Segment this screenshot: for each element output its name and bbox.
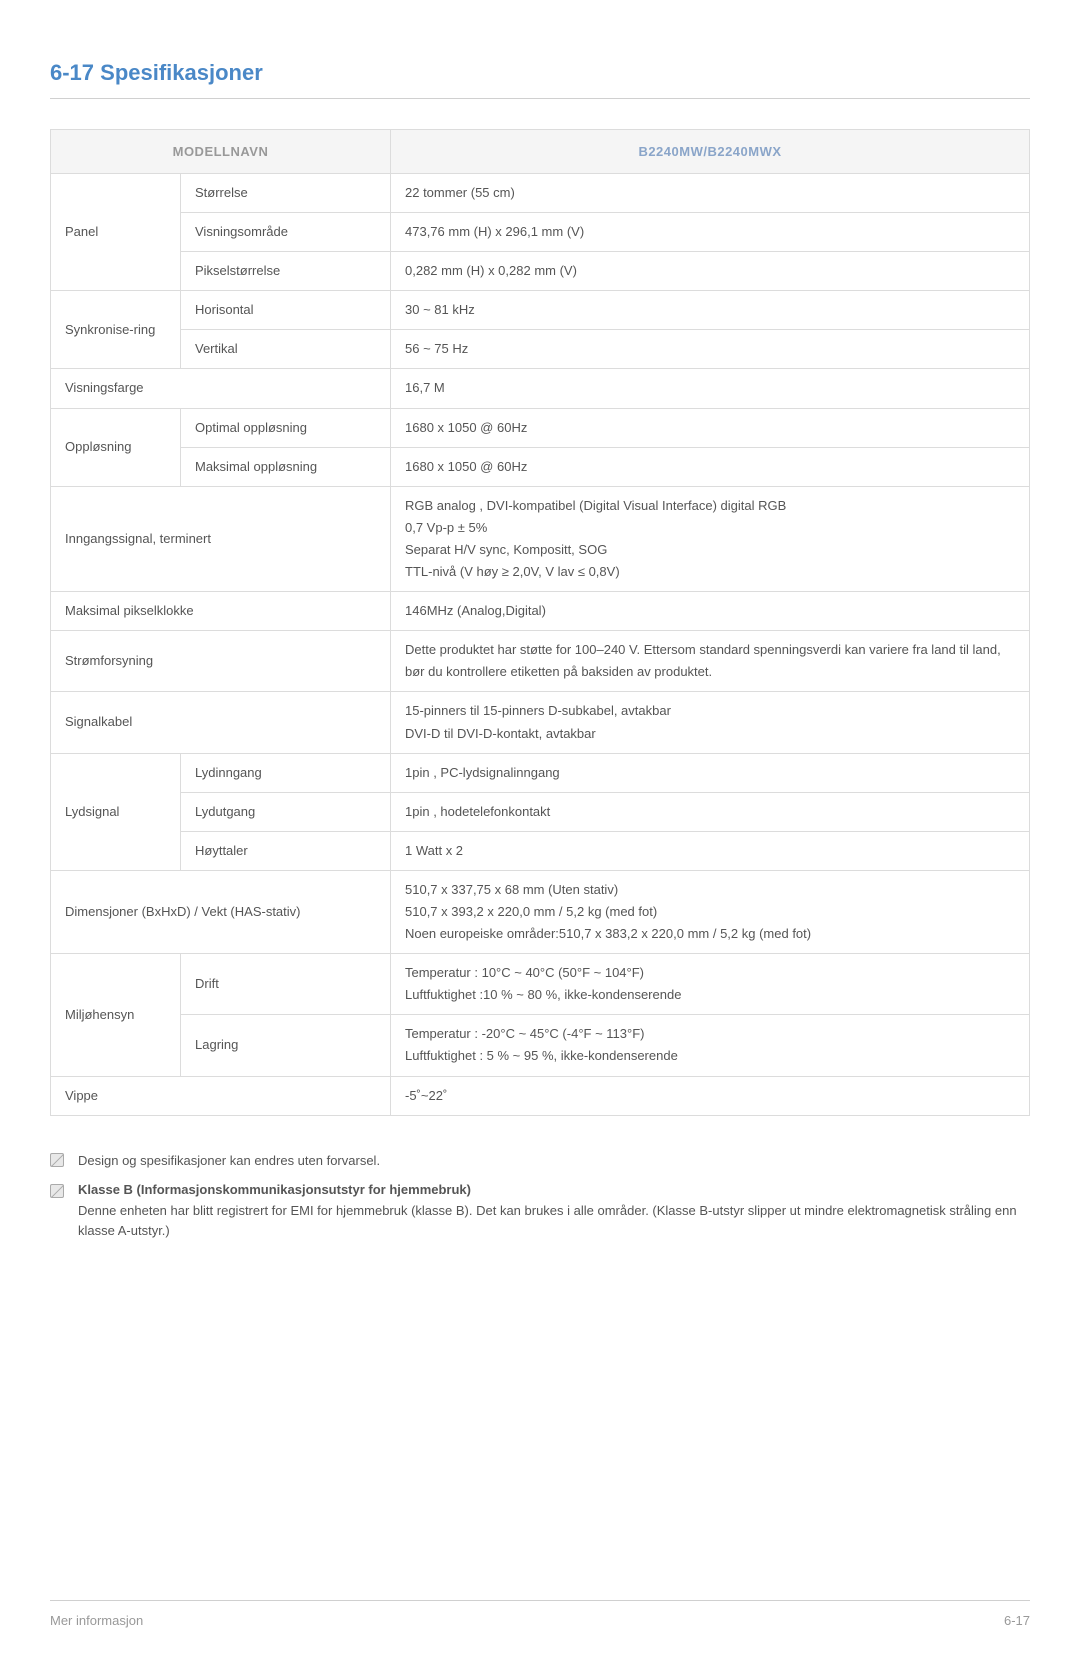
input-signal-line: Separat H/V sync, Kompositt, SOG — [405, 539, 1015, 561]
display-color-value: 16,7 M — [391, 369, 1030, 408]
signal-cable-label: Signalkabel — [51, 692, 391, 753]
note-item: Design og spesifikasjoner kan endres ute… — [50, 1151, 1030, 1171]
res-opt-label: Optimal oppløsning — [181, 408, 391, 447]
input-signal-line: 0,7 Vp-p ± 5% — [405, 517, 1015, 539]
spec-table: MODELLNAVN B2240MW/B2240MWX Panel Større… — [50, 129, 1030, 1116]
panel-area-value: 473,76 mm (H) x 296,1 mm (V) — [391, 213, 1030, 252]
pixel-clock-label: Maksimal pikselklokke — [51, 592, 391, 631]
panel-size-label: Størrelse — [181, 174, 391, 213]
env-lagring-label: Lagring — [181, 1015, 391, 1076]
input-signal-line: TTL-nivå (V høy ≥ 2,0V, V lav ≤ 0,8V) — [405, 561, 1015, 583]
audio-group: Lydsignal — [51, 753, 181, 870]
env-lagring-line: Temperatur : -20°C ~ 45°C (-4°F ~ 113°F) — [405, 1023, 1015, 1045]
res-opt-value: 1680 x 1050 @ 60Hz — [391, 408, 1030, 447]
dimensions-label: Dimensjoner (BxHxD) / Vekt (HAS-stativ) — [51, 870, 391, 953]
sync-h-label: Horisontal — [181, 291, 391, 330]
dimensions-line: 510,7 x 393,2 x 220,0 mm / 5,2 kg (med f… — [405, 901, 1015, 923]
panel-pixel-value: 0,282 mm (H) x 0,282 mm (V) — [391, 252, 1030, 291]
pixel-clock-value: 146MHz (Analog,Digital) — [391, 592, 1030, 631]
input-signal-value: RGB analog , DVI-kompatibel (Digital Vis… — [391, 486, 1030, 591]
env-drift-line: Temperatur : 10°C ~ 40°C (50°F ~ 104°F) — [405, 962, 1015, 984]
tilt-value: -5˚~22˚ — [391, 1076, 1030, 1115]
footer-left: Mer informasjon — [50, 1613, 143, 1628]
res-max-value: 1680 x 1050 @ 60Hz — [391, 447, 1030, 486]
sync-h-value: 30 ~ 81 kHz — [391, 291, 1030, 330]
audio-speaker-label: Høyttaler — [181, 831, 391, 870]
note-icon — [50, 1153, 64, 1167]
audio-out-value: 1pin , hodetelefonkontakt — [391, 792, 1030, 831]
audio-in-value: 1pin , PC-lydsignalinngang — [391, 753, 1030, 792]
resolution-group: Oppløsning — [51, 408, 181, 486]
dimensions-value: 510,7 x 337,75 x 68 mm (Uten stativ) 510… — [391, 870, 1030, 953]
note-text: Denne enheten har blitt registrert for E… — [78, 1201, 1030, 1240]
res-max-label: Maksimal oppløsning — [181, 447, 391, 486]
env-lagring-line: Luftfuktighet : 5 % ~ 95 %, ikke-kondens… — [405, 1045, 1015, 1067]
env-group: Miljøhensyn — [51, 954, 181, 1076]
notes-section: Design og spesifikasjoner kan endres ute… — [50, 1151, 1030, 1241]
display-color-label: Visningsfarge — [51, 369, 391, 408]
tilt-label: Vippe — [51, 1076, 391, 1115]
panel-group: Panel — [51, 174, 181, 291]
dimensions-line: Noen europeiske områder:510,7 x 383,2 x … — [405, 923, 1015, 945]
sync-v-label: Vertikal — [181, 330, 391, 369]
panel-pixel-label: Pikselstørrelse — [181, 252, 391, 291]
signal-cable-line: DVI-D til DVI-D-kontakt, avtakbar — [405, 723, 1015, 745]
power-value: Dette produktet har støtte for 100–240 V… — [391, 631, 1030, 692]
panel-size-value: 22 tommer (55 cm) — [391, 174, 1030, 213]
section-title: 6-17 Spesifikasjoner — [50, 60, 1030, 99]
signal-cable-line: 15-pinners til 15-pinners D-subkabel, av… — [405, 700, 1015, 722]
env-drift-line: Luftfuktighet :10 % ~ 80 %, ikke-kondens… — [405, 984, 1015, 1006]
audio-in-label: Lydinngang — [181, 753, 391, 792]
env-drift-label: Drift — [181, 954, 391, 1015]
page-footer: Mer informasjon 6-17 — [50, 1600, 1030, 1628]
note-text: Design og spesifikasjoner kan endres ute… — [78, 1151, 1030, 1171]
note-title: Klasse B (Informasjonskommunikasjonsutst… — [78, 1182, 1030, 1197]
audio-out-label: Lydutgang — [181, 792, 391, 831]
audio-speaker-value: 1 Watt x 2 — [391, 831, 1030, 870]
env-drift-value: Temperatur : 10°C ~ 40°C (50°F ~ 104°F) … — [391, 954, 1030, 1015]
header-modellnavn: MODELLNAVN — [51, 130, 391, 174]
input-signal-label: Inngangssignal, terminert — [51, 486, 391, 591]
panel-area-label: Visningsområde — [181, 213, 391, 252]
dimensions-line: 510,7 x 337,75 x 68 mm (Uten stativ) — [405, 879, 1015, 901]
sync-group: Synkronise-ring — [51, 291, 181, 369]
power-label: Strømforsyning — [51, 631, 391, 692]
note-icon — [50, 1184, 64, 1198]
input-signal-line: RGB analog , DVI-kompatibel (Digital Vis… — [405, 495, 1015, 517]
footer-right: 6-17 — [1004, 1613, 1030, 1628]
header-model: B2240MW/B2240MWX — [391, 130, 1030, 174]
note-item: Klasse B (Informasjonskommunikasjonsutst… — [50, 1182, 1030, 1240]
env-lagring-value: Temperatur : -20°C ~ 45°C (-4°F ~ 113°F)… — [391, 1015, 1030, 1076]
sync-v-value: 56 ~ 75 Hz — [391, 330, 1030, 369]
signal-cable-value: 15-pinners til 15-pinners D-subkabel, av… — [391, 692, 1030, 753]
